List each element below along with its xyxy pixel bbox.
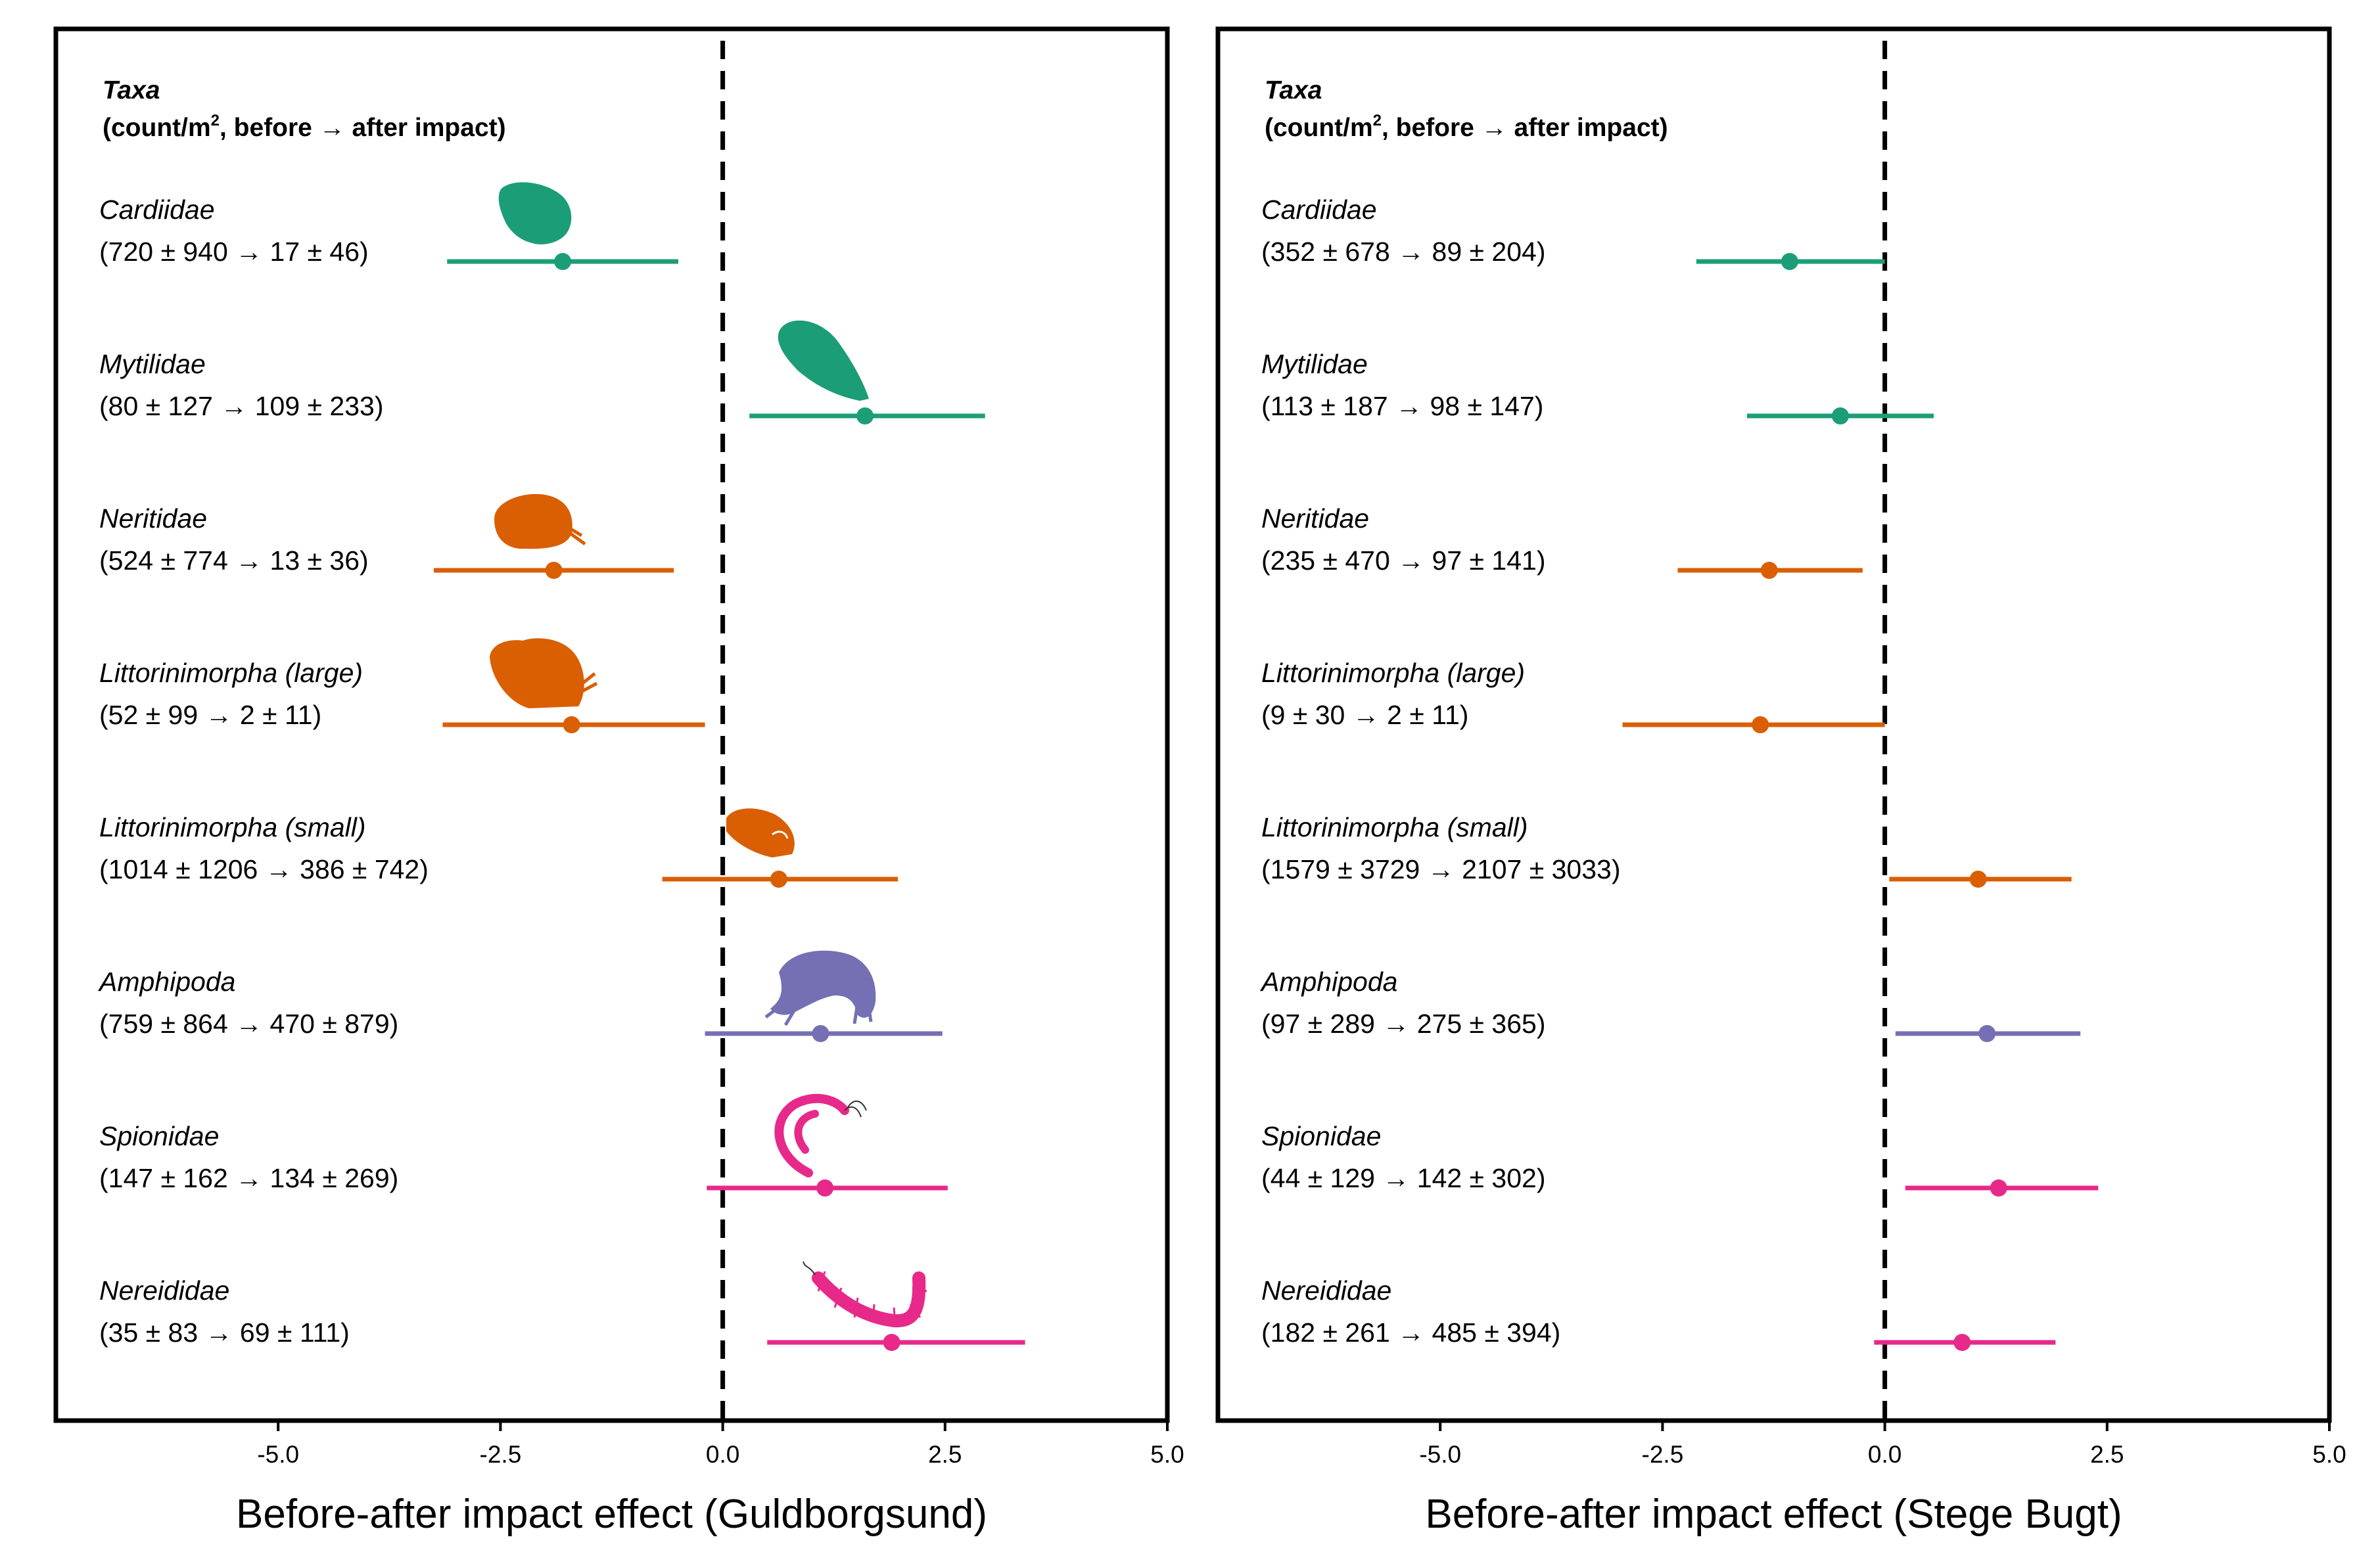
effect-estimate-point	[545, 562, 563, 579]
x-tick-label: 0.0	[1868, 1441, 1902, 1468]
taxon-label: Littorinimorpha (small)	[1261, 812, 1528, 842]
mussel-icon	[778, 320, 869, 401]
taxon-label: Spionidae	[1261, 1121, 1381, 1151]
count-label: (52 ± 99 → 2 ± 11)	[99, 700, 321, 730]
x-tick-label: 5.0	[1150, 1441, 1184, 1468]
count-label: (97 ± 289 → 275 ± 365)	[1261, 1009, 1545, 1039]
row-cardiidae: Cardiidae (720 ± 940 → 17 ± 46)	[99, 194, 678, 270]
taxon-label: Amphipoda	[1259, 967, 1397, 997]
count-label: (235 ± 470 → 97 ± 141)	[1261, 545, 1545, 576]
row-spionidae: Spionidae (44 ± 129 → 142 ± 302)	[1261, 1121, 2099, 1197]
row-mytilidae: Mytilidae (80 ± 127 → 109 ± 233)	[99, 349, 985, 424]
count-label: (182 ± 261 → 485 ± 394)	[1261, 1317, 1560, 1348]
x-tick-label: 2.5	[928, 1441, 962, 1468]
count-label: (720 ± 940 → 17 ± 46)	[99, 237, 369, 267]
x-tick-label: -2.5	[480, 1441, 522, 1468]
row-amphipoda: Amphipoda (759 ± 864 → 470 ± 879)	[97, 967, 943, 1042]
row-cardiidae: Cardiidae (352 ± 678 → 89 ± 204)	[1261, 194, 1885, 270]
effect-estimate-point	[1831, 407, 1849, 424]
effect-estimate-point	[1990, 1179, 2007, 1197]
taxon-label: Amphipoda	[97, 967, 235, 997]
taxon-label: Littorinimorpha (large)	[1261, 658, 1525, 688]
count-label: (113 ± 187 → 98 ± 147)	[1261, 391, 1543, 421]
effect-estimate-point	[883, 1334, 900, 1351]
header-units: (count/m2, before → after impact)	[103, 112, 506, 142]
x-axis-label: Before-after impact effect (Stege Bugt)	[1425, 1492, 2122, 1537]
row-neritidae: Neritidae (235 ± 470 → 97 ± 141)	[1261, 503, 1863, 579]
header-taxa: Taxa	[103, 76, 160, 104]
amphipod-icon	[764, 950, 876, 1026]
taxon-label: Neritidae	[99, 503, 207, 534]
effect-estimate-point	[1969, 871, 1987, 888]
taxon-label: Cardiidae	[99, 194, 215, 225]
count-label: (147 ± 162 → 134 ± 269)	[99, 1163, 398, 1193]
rows-stege-bugt: Cardiidae (352 ± 678 → 89 ± 204) Mytilidae…	[1259, 194, 2099, 1351]
x-axis-guldborgsund: -5.0 -2.5 0.0 2.5 5.0	[257, 1421, 1184, 1468]
row-nereididae: Nereididae (35 ± 83 → 69 ± 111)	[99, 1275, 1025, 1351]
taxon-label: Spionidae	[99, 1121, 219, 1151]
taxon-label: Nereididae	[99, 1275, 229, 1306]
effect-estimate-point	[856, 407, 874, 424]
count-label: (759 ± 864 → 470 ± 879)	[99, 1009, 398, 1039]
count-label: (1579 ± 3729 → 2107 ± 3033)	[1261, 854, 1621, 884]
x-tick-label: -5.0	[1419, 1441, 1461, 1468]
effect-estimate-point	[1953, 1334, 1971, 1351]
cockle-icon	[498, 182, 572, 244]
ragworm-icon	[803, 1261, 927, 1328]
count-label: (44 ± 129 → 142 ± 302)	[1261, 1163, 1545, 1193]
spionid-worm-icon	[774, 1093, 867, 1177]
taxon-label: Littorinimorpha (large)	[99, 658, 363, 688]
effect-estimate-point	[554, 253, 572, 270]
count-label: (80 ± 127 → 109 ± 233)	[99, 391, 383, 421]
nerite-snail-icon	[494, 493, 586, 549]
effect-estimate-point	[816, 1179, 834, 1197]
x-tick-label: 5.0	[2312, 1441, 2346, 1468]
header-units: (count/m2, before → after impact)	[1265, 112, 1668, 142]
taxon-label: Littorinimorpha (small)	[99, 812, 366, 842]
x-tick-label: 2.5	[2090, 1441, 2124, 1468]
effect-estimate-point	[563, 716, 580, 733]
count-label: (1014 ± 1206 → 386 ± 742)	[99, 854, 429, 884]
taxon-label: Nereididae	[1261, 1275, 1391, 1306]
header-taxa: Taxa	[1265, 76, 1322, 104]
row-littorinimorpha-large: Littorinimorpha (large) (9 ± 30 → 2 ± 11)	[1261, 658, 1885, 733]
count-label: (352 ± 678 → 89 ± 204)	[1261, 237, 1545, 267]
effect-estimate-point	[812, 1025, 829, 1042]
x-tick-label: -2.5	[1642, 1441, 1684, 1468]
panel-frame	[53, 26, 1170, 1423]
effect-estimate-point	[1978, 1025, 1996, 1042]
panel-stege-bugt: Taxa (count/m2, before → after impact) C…	[1215, 26, 2346, 1537]
row-littorinimorpha-small: Littorinimorpha (small) (1014 ± 1206 → 38…	[99, 812, 898, 888]
row-nereididae: Nereididae (182 ± 261 → 485 ± 394)	[1261, 1275, 2056, 1351]
count-label: (35 ± 83 → 69 ± 111)	[99, 1317, 350, 1348]
periwinkle-small-icon	[726, 808, 795, 857]
taxon-label: Mytilidae	[99, 349, 206, 379]
row-mytilidae: Mytilidae (113 ± 187 → 98 ± 147)	[1261, 349, 1934, 424]
x-axis-label: Before-after impact effect (Guldborgsund…	[236, 1492, 987, 1537]
count-label: (9 ± 30 → 2 ± 11)	[1261, 700, 1468, 730]
taxon-label: Mytilidae	[1261, 349, 1368, 379]
row-littorinimorpha-large: Littorinimorpha (large) (52 ± 99 → 2 ± 11…	[99, 658, 705, 733]
row-amphipoda: Amphipoda (97 ± 289 → 275 ± 365)	[1259, 967, 2081, 1042]
x-axis-stege-bugt: -5.0 -2.5 0.0 2.5 5.0	[1419, 1421, 2346, 1468]
taxon-label: Neritidae	[1261, 503, 1369, 534]
x-tick-label: 0.0	[706, 1441, 739, 1468]
row-littorinimorpha-small: Littorinimorpha (small) (1579 ± 3729 → 21…	[1261, 812, 2072, 888]
panel-guldborgsund: Taxa (count/m2, before → after impact)	[53, 26, 1184, 1537]
rows-guldborgsund: Cardiidae (720 ± 940 → 17 ± 46) Mytilidae (…	[97, 194, 1025, 1351]
effect-estimate-point	[1781, 253, 1798, 270]
taxon-label: Cardiidae	[1261, 194, 1377, 225]
count-label: (524 ± 774 → 13 ± 36)	[99, 545, 369, 576]
periwinkle-large-icon	[490, 638, 598, 708]
row-spionidae: Spionidae (147 ± 162 → 134 ± 269)	[99, 1121, 948, 1197]
x-tick-label: -5.0	[257, 1441, 299, 1468]
effect-estimate-point	[770, 871, 787, 888]
panel-frame	[1215, 26, 2332, 1423]
effect-estimate-point	[1760, 562, 1778, 579]
row-neritidae: Neritidae (524 ± 774 → 13 ± 36)	[99, 503, 674, 579]
effect-estimate-point	[1752, 716, 1769, 733]
